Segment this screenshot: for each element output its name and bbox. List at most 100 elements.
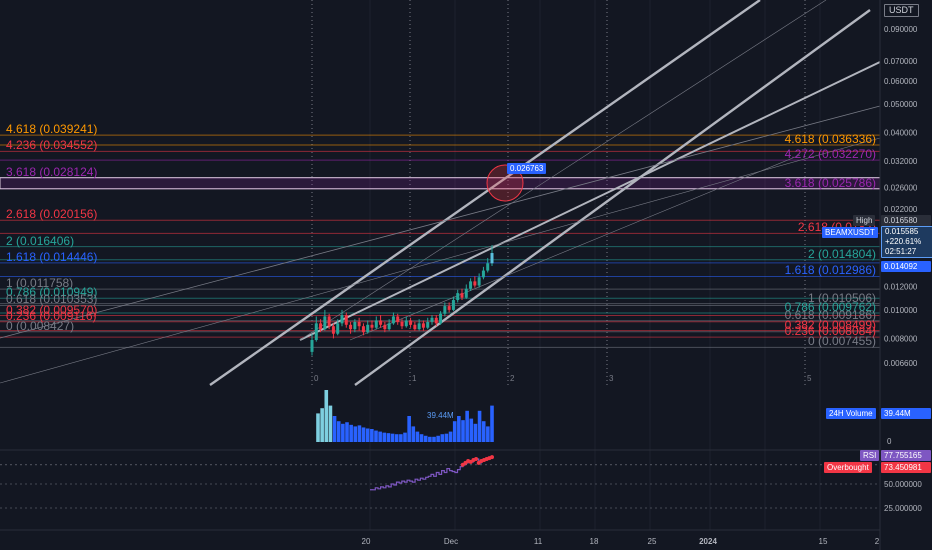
candle-body [430,317,434,322]
channel-line [299,61,881,341]
volume-bar [316,413,320,442]
volume-bar [461,420,465,442]
candle-body [490,253,494,264]
trend-channels[interactable] [0,0,881,386]
fib-level-label: 3.618 (0.025786) [785,176,876,190]
candle-body [426,321,430,328]
price-axis-label: 0.012000 [884,283,918,292]
fib-ratio: 0 [807,334,818,349]
volume-bar [419,434,424,442]
channel-line [299,0,827,341]
candle-body [353,321,357,330]
volume-bar [444,433,449,442]
fib-extension-left-lines [0,134,880,333]
volume-bar [448,431,453,442]
low-price-tag: 0.014092 [881,261,931,272]
volume-bar [353,426,358,442]
price-axis[interactable]: 0.090000 0.070000 0.060000 0.050000 0.040000… [884,25,918,368]
volume-bar [386,433,391,442]
channel-line [0,137,881,384]
candle-body [387,323,391,330]
fib-value: (0.011758) [16,276,74,291]
fib-level-label: 1 (0.010506) [808,291,876,305]
time-axis-label: 15 [819,537,828,546]
channel-line [209,0,761,386]
fib-ratio: 0.786 [784,299,818,314]
volume-bar [320,408,324,442]
fib-value: (0.014804) [817,246,876,261]
price-axis-label: 0.022000 [884,205,918,214]
fib-level-label: 0.382 (0.008499) [785,318,876,332]
candle-body [447,306,451,310]
candle-body [331,326,335,334]
fib-level-label: 1.618 (0.014446) [6,250,97,264]
time-axis-label: 18 [590,537,599,546]
rsi-overbought-marker [474,457,479,462]
candle-body [404,320,408,327]
volume-label-tag: 24H Volume [826,408,876,419]
candle-body [310,340,314,352]
fib-level-label: 3.618 (0.028124) [6,165,97,179]
volume-bar [332,416,337,442]
fib-level-label: 0.786 (0.009762) [785,300,876,314]
volume-bar [481,421,486,442]
fib-level-label: 2 (0.016406) [6,234,74,248]
time-axis-label: 11 [534,537,543,546]
fib-value: (0.008499) [817,317,876,332]
symbol-label-tag: BEAMXUSDT [822,227,878,238]
candle-body [409,320,413,325]
time-axis-label: Dec [444,537,458,546]
fib-ratio: 2 [6,233,17,248]
fib-level-label: 0.236 (0.009116) [6,309,97,323]
volume-pane [316,390,494,442]
volume-bar [465,410,469,442]
fib-value: (0.010353) [39,292,98,307]
overbought-value-tag: 73.450981 [881,462,931,473]
fib-value: (0.010949) [39,285,98,300]
rsi-label-tag: RSI [860,450,880,461]
candle-body [469,281,473,289]
currency-label[interactable]: USDT [884,4,919,17]
time-axis-label: 2024 [699,537,717,546]
volume-value-tag: 39.44M [881,408,931,419]
volume-bar [473,423,478,442]
volume-bar [490,405,494,442]
candle-body [314,323,318,341]
time-axis-label: 2 [875,537,880,546]
last-price: 0.015585 [885,227,919,236]
volume-bar [440,434,445,442]
volume-bar [328,405,333,442]
fib-ratio: 1 [6,276,17,291]
fib-level-label: 1 (0.011758) [6,276,73,290]
fib-value: (0.008427) [16,318,75,333]
candle-body [379,320,383,325]
candle-body [366,324,370,333]
candle-body [357,321,361,327]
candle-body [464,288,468,298]
fib-level-label: 0.236 (0.008084) [785,324,876,338]
rsi-pane: 50.000000 25.000000 [0,455,922,513]
candle-body [413,324,417,330]
rsi-value-tag: 77.755165 [881,450,931,461]
volume-bar [345,422,349,442]
fib-value: (0.032270) [817,147,876,162]
volume-bar [415,431,420,442]
fib-ratio: 3.618 [6,164,40,179]
fib-level-label: 2 (0.014804) [808,247,876,261]
fib-value: (0.039241) [39,122,98,137]
fib-value: (0.009116) [39,308,97,323]
fib-value: (0.007455) [817,334,876,349]
volume-bar [432,436,436,442]
candle-body [396,316,400,322]
volume-bar [336,421,341,442]
volume-bar [382,432,387,442]
candle-body [391,316,395,324]
target-circle[interactable] [486,164,524,202]
price-axis-label: 0.040000 [884,129,918,138]
price-axis-label: 0.090000 [884,25,918,34]
candle-body [473,281,477,286]
candle-body [370,324,374,328]
time-axis[interactable]: 20 Dec 11 18 25 2024 15 2 [362,537,880,546]
fib-level-label: 4.618 (0.039241) [6,122,97,136]
